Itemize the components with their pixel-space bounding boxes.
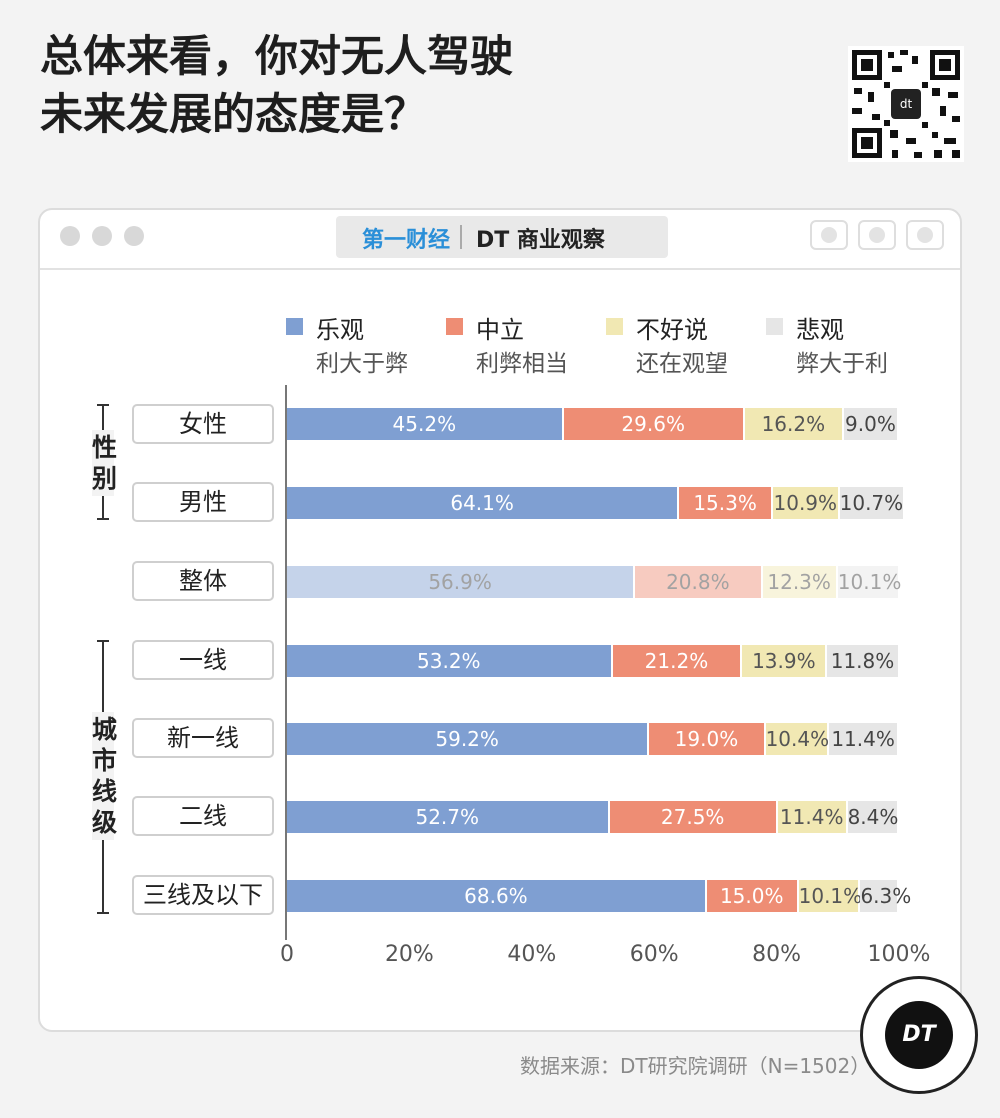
brand-separator bbox=[460, 225, 462, 249]
row-label-new-tier1: 新一线 bbox=[132, 718, 274, 758]
legend-label: 乐观 bbox=[316, 316, 364, 344]
dt-logo-text: DT bbox=[885, 1001, 953, 1069]
title-line-1: 总体来看，你对无人驾驶 bbox=[40, 32, 513, 82]
dt-logo: DT bbox=[860, 976, 978, 1094]
group-text: 性别 bbox=[92, 433, 118, 493]
bar-unsure-5: 10.4% bbox=[765, 723, 830, 755]
qr-code-pattern bbox=[852, 50, 960, 158]
bar-neutral-5: 19.0% bbox=[649, 723, 766, 755]
row-label-overall: 整体 bbox=[132, 561, 274, 601]
bar-neutral-2: 15.3% bbox=[679, 487, 773, 519]
group-label-city: 城市线级 bbox=[92, 712, 118, 840]
row-label-tier3-below: 三线及以下 bbox=[132, 875, 274, 915]
row-label-tier1: 一线 bbox=[132, 640, 274, 680]
bar-neutral-6: 27.5% bbox=[609, 801, 778, 833]
legend-desc: 利大于弊 bbox=[316, 351, 408, 377]
bar-neutral-1: 29.6% bbox=[563, 408, 745, 440]
row-label-tier2: 二线 bbox=[132, 796, 274, 836]
legend-label: 不好说 bbox=[636, 316, 708, 344]
row-label-male: 男性 bbox=[132, 482, 274, 522]
source-note: 数据来源：DT研究院调研（N=1502） bbox=[520, 1054, 871, 1078]
city-bracket-bottom bbox=[97, 912, 109, 914]
brand-dt: DT 商业观察 bbox=[476, 228, 605, 253]
maximize-icon bbox=[124, 226, 144, 246]
share-icon bbox=[858, 220, 896, 250]
bar-pessimistic-7: 6.3% bbox=[860, 880, 911, 912]
record-icon bbox=[810, 220, 848, 250]
bar-unsure-1: 16.2% bbox=[744, 408, 844, 440]
legend-desc: 弊大于利 bbox=[796, 351, 888, 377]
bar-pessimistic-3: 10.1% bbox=[837, 566, 901, 598]
x-tick-label: 80% bbox=[752, 942, 802, 967]
close-icon bbox=[60, 226, 80, 246]
brand-cbn: 第一财经 bbox=[362, 228, 451, 253]
x-tick-label: 20% bbox=[384, 942, 434, 967]
legend-desc: 利弊相当 bbox=[476, 351, 568, 377]
minimize-icon bbox=[92, 226, 112, 246]
bar-unsure-7: 10.1% bbox=[798, 880, 862, 912]
legend-swatch bbox=[606, 318, 623, 335]
bar-optimistic-4: 53.2% bbox=[287, 645, 613, 677]
bar-optimistic-2: 64.1% bbox=[287, 487, 680, 519]
qr-code: dt bbox=[848, 46, 964, 162]
legend-label: 中立 bbox=[476, 316, 524, 344]
brand-banner: 第一财经 DT 商业观察 bbox=[336, 216, 668, 258]
bar-pessimistic-6: 8.4% bbox=[847, 801, 899, 833]
title-line-2: 未来发展的态度是？ bbox=[40, 90, 427, 140]
bar-optimistic-5: 59.2% bbox=[287, 723, 650, 755]
bar-neutral-7: 15.0% bbox=[706, 880, 799, 912]
group-text: 城市线级 bbox=[92, 715, 118, 837]
x-tick-label: 60% bbox=[629, 942, 679, 967]
bar-unsure-6: 11.4% bbox=[777, 801, 848, 833]
bar-optimistic-7: 68.6% bbox=[287, 880, 707, 912]
y-axis-line bbox=[285, 385, 287, 940]
gender-bracket-bottom bbox=[97, 518, 109, 520]
bar-pessimistic-5: 11.4% bbox=[829, 723, 899, 755]
bar-unsure-2: 10.9% bbox=[772, 487, 840, 519]
legend-swatch bbox=[446, 318, 463, 335]
x-tick-label: 0 bbox=[280, 942, 294, 967]
page-title: 总体来看，你对无人驾驶 未来发展的态度是？ bbox=[40, 28, 513, 144]
x-tick-label: 100% bbox=[867, 942, 931, 967]
city-bracket-top bbox=[97, 640, 109, 642]
bar-neutral-4: 21.2% bbox=[612, 645, 743, 677]
bar-optimistic-3: 56.9% bbox=[287, 566, 636, 598]
bar-unsure-3: 12.3% bbox=[762, 566, 838, 598]
legend-desc: 还在观望 bbox=[636, 351, 728, 377]
group-label-gender: 性别 bbox=[92, 430, 118, 496]
bar-pessimistic-4: 11.8% bbox=[827, 645, 900, 677]
bar-neutral-3: 20.8% bbox=[635, 566, 763, 598]
qr-center-badge: dt bbox=[891, 89, 921, 119]
bar-pessimistic-1: 9.0% bbox=[843, 408, 899, 440]
copy-icon bbox=[906, 220, 944, 250]
row-label-female: 女性 bbox=[132, 404, 274, 444]
x-tick-label: 40% bbox=[507, 942, 557, 967]
gender-bracket-top bbox=[97, 404, 109, 406]
window-titlebar: 第一财经 DT 商业观察 bbox=[40, 210, 960, 270]
legend-swatch bbox=[286, 318, 303, 335]
bar-optimistic-6: 52.7% bbox=[287, 801, 610, 833]
bar-optimistic-1: 45.2% bbox=[287, 408, 564, 440]
legend-swatch bbox=[766, 318, 783, 335]
bar-pessimistic-2: 10.7% bbox=[839, 487, 906, 519]
legend-label: 悲观 bbox=[796, 316, 844, 344]
bar-unsure-4: 13.9% bbox=[742, 645, 828, 677]
